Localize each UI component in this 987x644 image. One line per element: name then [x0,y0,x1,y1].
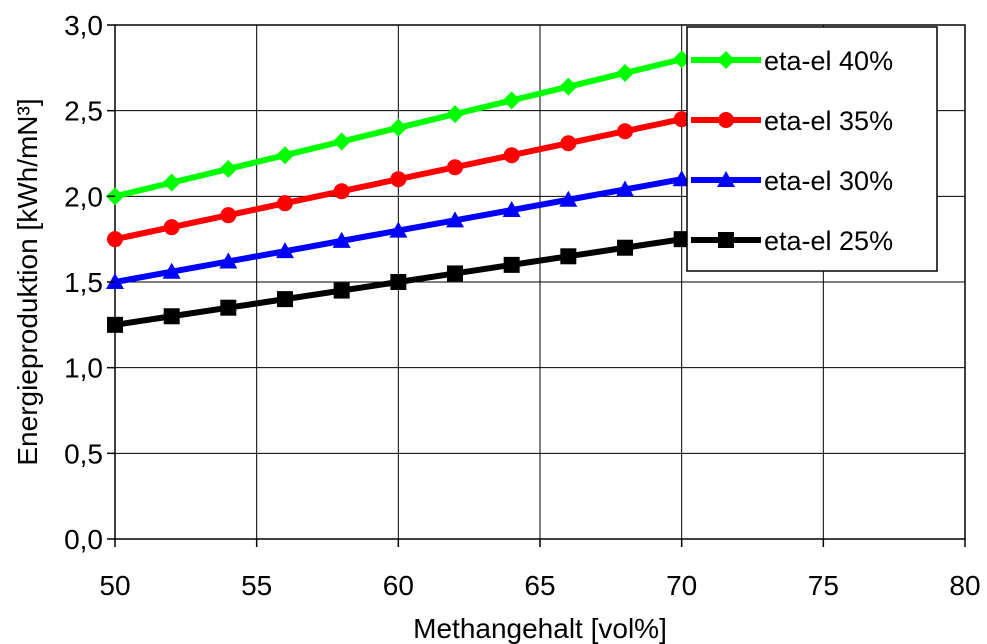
legend-marker [717,171,735,187]
legend-item: eta-el 40% [691,46,893,76]
data-point [333,282,350,299]
data-point [617,123,633,140]
data-point [672,50,691,69]
legend-item: eta-el 25% [691,226,893,256]
data-point [332,132,351,151]
legend-marker [718,112,734,128]
legend-label: eta-el 35% [764,106,893,136]
data-point [503,147,520,164]
data-point [106,273,124,289]
y-tick-label: 0,5 [64,438,103,469]
x-tick-label: 65 [524,570,555,601]
x-tick-label: 50 [99,570,130,601]
data-point [503,256,520,273]
legend-label: eta-el 40% [764,46,893,76]
data-point [219,252,238,269]
data-point [276,146,294,165]
data-point [277,291,293,308]
y-axis-label: Energieproduktion [kWh/mN³] [12,98,43,465]
x-axis-label: Methangehalt [vol%] [413,613,667,644]
y-tick-label: 3,0 [64,10,103,41]
data-point [672,170,691,187]
series [107,111,690,248]
data-point [447,265,463,282]
data-point [559,77,578,96]
data-point [163,219,180,236]
data-point [276,242,294,259]
legend: eta-el 40% eta-el 35% eta-el 30% eta-el 25% [686,26,938,272]
data-point [277,195,293,212]
data-point [107,316,123,333]
data-point [163,308,180,325]
legend-item: eta-el 30% [691,166,893,196]
series [107,231,690,333]
legend-item: eta-el 35% [691,106,893,136]
x-tick-label: 55 [241,570,272,601]
x-tick-label: 80 [949,570,980,601]
series [106,50,691,206]
axis-ticks: 50 55 60 65 70 75 80 0,0 0,5 1,0 1,5 2,0 2,5 3,0 [64,10,981,601]
data-point [447,159,463,176]
data-point [617,239,633,256]
data-point [220,299,237,316]
series-layer [106,50,691,333]
x-tick-label: 70 [666,570,697,601]
legend-box [686,26,938,272]
data-point [332,231,351,248]
data-point [446,211,464,228]
x-tick-label: 60 [383,570,414,601]
data-point [162,173,181,192]
data-point [502,91,521,110]
data-point [560,135,577,152]
x-tick-label: 75 [808,570,839,601]
data-point [560,248,577,265]
data-point [616,180,634,197]
y-tick-label: 2,5 [64,96,103,127]
data-point [559,190,578,207]
data-point [162,262,181,279]
data-point [107,231,123,248]
legend-marker [718,232,734,248]
legend-label: eta-el 30% [764,166,893,196]
legend-label: eta-el 25% [764,226,893,256]
data-point [390,274,407,290]
data-point [390,171,407,188]
data-point [446,105,464,124]
data-point [616,63,634,82]
y-tick-label: 1,5 [64,267,103,298]
legend-marker [717,51,735,69]
data-point [333,183,350,200]
y-tick-label: 1,0 [64,353,103,384]
data-point [219,159,238,178]
y-tick-label: 0,0 [64,524,103,555]
data-point [389,118,408,137]
data-point [673,231,690,248]
series [106,170,691,289]
y-tick-label: 2,0 [64,181,103,212]
data-point [220,207,237,224]
data-point [673,111,690,128]
data-point [389,221,408,238]
data-point [502,201,521,218]
